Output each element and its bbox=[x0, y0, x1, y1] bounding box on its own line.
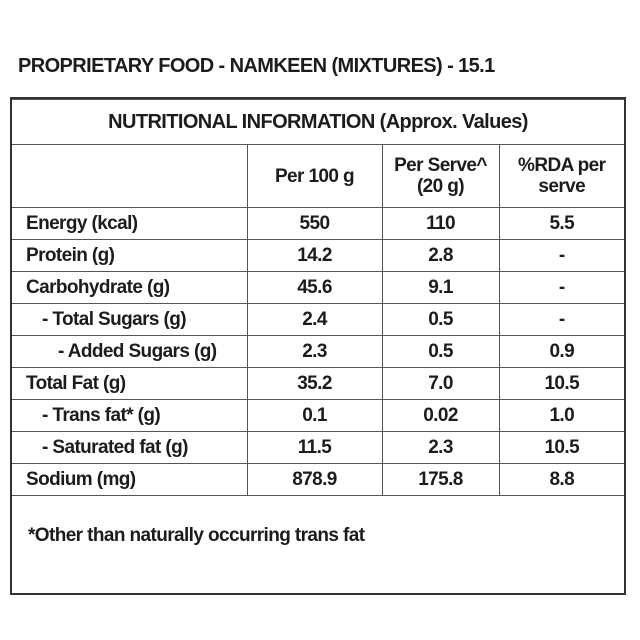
footnote: *Other than naturally occurring trans fa… bbox=[28, 525, 365, 546]
cell-value: 35.2 bbox=[246, 367, 383, 400]
cell-value: 2.8 bbox=[381, 239, 500, 272]
row-label: Protein (g) bbox=[12, 239, 248, 272]
row-label: - Added Sugars (g) bbox=[12, 335, 248, 368]
cell-value: 45.6 bbox=[246, 271, 383, 304]
data-row: Carbohydrate (g) 45.6 9.1- bbox=[12, 271, 624, 304]
cell-value: 2.4 bbox=[246, 303, 383, 336]
data-row: - Total Sugars (g) 2.4 0.5- bbox=[12, 303, 624, 336]
table-title-row: NUTRITIONAL INFORMATION (Approx. Values) bbox=[12, 99, 624, 145]
cell-value: 550 bbox=[246, 207, 383, 240]
data-row: Total Fat (g) 35.2 7.0 10.5 bbox=[12, 367, 624, 400]
row-label: Sodium (mg) bbox=[12, 463, 248, 496]
cell-value: 0.9 bbox=[498, 335, 624, 368]
cell-value: 0.1 bbox=[246, 399, 383, 432]
header-cell bbox=[12, 144, 248, 208]
data-row: - Saturated fat (g) 11.5 2.3 10.5 bbox=[12, 431, 624, 464]
cell-value: 2.3 bbox=[381, 431, 500, 464]
data-row: Energy (kcal) 550 110 5.5 bbox=[12, 207, 624, 240]
data-row: - Trans fat* (g) 0.1 0.02 1.0 bbox=[12, 399, 624, 432]
data-row: Protein (g) 14.2 2.8- bbox=[12, 239, 624, 272]
cell-value: 8.8 bbox=[498, 463, 624, 496]
cell-value: 10.5 bbox=[498, 367, 624, 400]
cell-value: - bbox=[498, 271, 624, 304]
data-row: Sodium (mg) 878.9 175.8 8.8 bbox=[12, 463, 624, 496]
header-row: Per 100 g Per Serve^ (20 g) %RDA per serve bbox=[12, 144, 624, 208]
page-title: PROPRIETARY FOOD - NAMKEEN (MIXTURES) - … bbox=[18, 55, 495, 77]
column-header: Per Serve^ (20 g) bbox=[381, 144, 500, 208]
row-label: Total Fat (g) bbox=[12, 367, 248, 400]
cell-value: 1.0 bbox=[498, 399, 624, 432]
cell-value: 10.5 bbox=[498, 431, 624, 464]
cell-value: 0.5 bbox=[381, 335, 500, 368]
cell-value: 11.5 bbox=[246, 431, 383, 464]
nutrition-panel: NUTRITIONAL INFORMATION (Approx. Values)… bbox=[10, 97, 626, 595]
column-header: %RDA per serve bbox=[498, 144, 624, 208]
table-title: NUTRITIONAL INFORMATION (Approx. Values) bbox=[12, 99, 624, 145]
cell-value: 9.1 bbox=[381, 271, 500, 304]
row-label: Energy (kcal) bbox=[12, 207, 248, 240]
row-label: - Trans fat* (g) bbox=[12, 399, 248, 432]
cell-value: 878.9 bbox=[246, 463, 383, 496]
nutrition-table: NUTRITIONAL INFORMATION (Approx. Values)… bbox=[12, 99, 624, 496]
cell-value: 2.3 bbox=[246, 335, 383, 368]
cell-value: 110 bbox=[381, 207, 500, 240]
cell-value: - bbox=[498, 303, 624, 336]
cell-value: 7.0 bbox=[381, 367, 500, 400]
cell-value: 0.5 bbox=[381, 303, 500, 336]
row-label: - Total Sugars (g) bbox=[12, 303, 248, 336]
column-header: Per 100 g bbox=[246, 144, 383, 208]
cell-value: 5.5 bbox=[498, 207, 624, 240]
cell-value: 175.8 bbox=[381, 463, 500, 496]
cell-value: 0.02 bbox=[381, 399, 500, 432]
cell-value: 14.2 bbox=[246, 239, 383, 272]
data-row: - Added Sugars (g) 2.3 0.5 0.9 bbox=[12, 335, 624, 368]
cell-value: - bbox=[498, 239, 624, 272]
row-label: Carbohydrate (g) bbox=[12, 271, 248, 304]
row-label: - Saturated fat (g) bbox=[12, 431, 248, 464]
